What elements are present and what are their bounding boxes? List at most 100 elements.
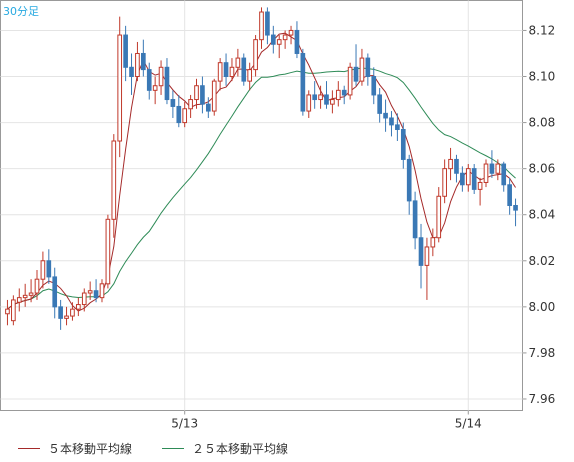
candle-body-down bbox=[294, 29, 300, 54]
legend-item-ma25: ２５本移動平均線 bbox=[162, 440, 288, 457]
ma5-line bbox=[7, 32, 516, 312]
candle-body-up bbox=[424, 246, 430, 266]
candle-body-down bbox=[200, 85, 205, 105]
candle-body-down bbox=[501, 163, 507, 186]
candle-body-down bbox=[300, 52, 306, 112]
candle-body-up bbox=[188, 99, 193, 110]
legend-label-ma25: ２５本移動平均線 bbox=[192, 442, 289, 456]
candle-body-up bbox=[347, 66, 353, 96]
candle-body-down bbox=[365, 57, 371, 78]
legend-label-ma5: ５本移動平均線 bbox=[48, 442, 133, 456]
candle-body-down bbox=[146, 69, 152, 91]
candle-body-down bbox=[507, 184, 512, 207]
x-axis: 5/13 5/14 bbox=[171, 410, 482, 431]
candle-body-up bbox=[135, 52, 140, 78]
candle-body-down bbox=[265, 11, 270, 36]
legend: ５本移動平均線 ２５本移動平均線 bbox=[0, 434, 574, 462]
candle-body-down bbox=[223, 62, 229, 78]
candle-body-up bbox=[81, 292, 87, 306]
candle-body-down bbox=[412, 200, 418, 239]
candle-body-up bbox=[335, 89, 341, 101]
candle-body-up bbox=[111, 140, 117, 220]
candle-body-down bbox=[341, 89, 347, 96]
candle-body-down bbox=[377, 94, 382, 114]
legend-swatch-ma5 bbox=[18, 448, 40, 449]
candle-body-up bbox=[465, 168, 471, 186]
candle-body-up bbox=[483, 163, 489, 183]
candle-body-up bbox=[182, 108, 188, 124]
price-chart: 8.12 8.10 8.08 8.06 8.04 8.02 8.00 7.98 7.96 5/1… bbox=[0, 0, 556, 431]
candles bbox=[5, 7, 518, 330]
candle-body-down bbox=[353, 66, 359, 82]
ma5-series bbox=[7, 32, 516, 312]
candle-body-up bbox=[105, 218, 111, 285]
candle-body-down bbox=[389, 117, 394, 126]
candle-body-up bbox=[64, 315, 69, 319]
candle-body-down bbox=[383, 112, 388, 119]
candle-body-up bbox=[235, 57, 241, 68]
candle-body-up bbox=[158, 66, 164, 87]
y-tick-label: 8.00 bbox=[529, 300, 556, 314]
candle-body-down bbox=[241, 57, 247, 82]
candle-body-up bbox=[70, 308, 75, 317]
candle-body-down bbox=[170, 99, 176, 107]
candle-body-down bbox=[513, 205, 518, 211]
candle-body-up bbox=[211, 80, 217, 112]
ma25-line bbox=[7, 67, 516, 310]
candle-body-down bbox=[176, 105, 182, 124]
y-tick-label: 8.02 bbox=[529, 254, 556, 268]
candle-body-up bbox=[253, 39, 258, 71]
y-tick-label: 8.08 bbox=[529, 116, 556, 130]
candle-body-down bbox=[406, 158, 412, 202]
y-tick-label: 8.04 bbox=[529, 208, 556, 222]
candle-body-down bbox=[46, 260, 52, 278]
candle-body-up bbox=[117, 34, 123, 142]
x-tick-label: 5/14 bbox=[455, 417, 482, 431]
candle-body-down bbox=[418, 237, 424, 266]
candle-body-down bbox=[395, 124, 400, 130]
legend-item-ma5: ５本移動平均線 bbox=[18, 440, 132, 457]
candle-body-up bbox=[229, 66, 235, 78]
candle-body-up bbox=[40, 260, 46, 280]
candle-body-up bbox=[247, 69, 253, 82]
candle-body-up bbox=[442, 168, 447, 197]
candle-body-up bbox=[436, 195, 442, 239]
candle-body-up bbox=[152, 85, 158, 91]
candle-body-down bbox=[400, 128, 406, 160]
legend-swatch-ma25 bbox=[162, 448, 184, 449]
candle-body-down bbox=[93, 290, 99, 299]
candle-body-up bbox=[448, 158, 453, 170]
candle-body-up bbox=[34, 278, 40, 294]
candle-body-down bbox=[489, 163, 495, 174]
candle-body-up bbox=[330, 99, 335, 105]
candle-body-down bbox=[205, 103, 211, 112]
y-tick-label: 7.98 bbox=[529, 346, 556, 360]
candle-body-up bbox=[99, 283, 105, 299]
candle-body-up bbox=[11, 299, 16, 322]
candle-body-down bbox=[164, 66, 170, 101]
candle-body-down bbox=[270, 34, 276, 45]
candle-body-down bbox=[52, 276, 58, 308]
y-tick-label: 7.96 bbox=[529, 392, 556, 406]
y-tick-label: 8.12 bbox=[529, 23, 556, 37]
candle-body-up bbox=[5, 308, 10, 315]
candle-body-up bbox=[87, 290, 93, 294]
candle-body-up bbox=[318, 94, 323, 101]
candle-body-up bbox=[217, 62, 223, 82]
candle-body-up bbox=[477, 181, 483, 190]
candle-body-down bbox=[123, 34, 128, 68]
candle-body-up bbox=[495, 163, 501, 174]
candle-body-up bbox=[282, 34, 288, 41]
candle-body-up bbox=[306, 94, 312, 112]
chart-title: 30分足 bbox=[3, 5, 39, 18]
candle-body-up bbox=[16, 297, 22, 303]
candle-body-down bbox=[460, 172, 465, 186]
candle-body-up bbox=[259, 11, 264, 41]
candle-body-up bbox=[288, 29, 294, 36]
plot-area bbox=[0, 0, 523, 411]
candle-body-up bbox=[430, 237, 436, 248]
candle-body-up bbox=[76, 304, 81, 310]
candle-body-up bbox=[359, 57, 365, 82]
candle-body-down bbox=[454, 158, 459, 174]
candle-body-down bbox=[141, 52, 146, 71]
